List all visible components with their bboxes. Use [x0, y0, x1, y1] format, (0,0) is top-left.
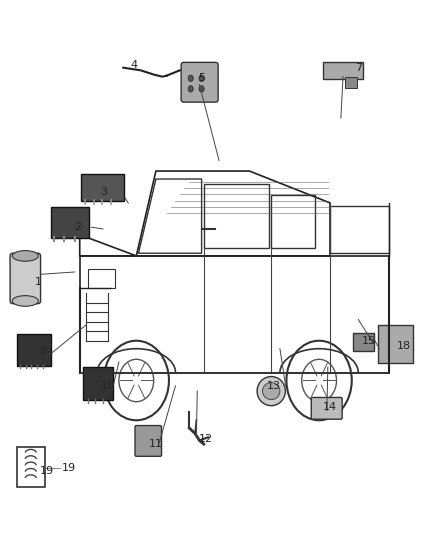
FancyBboxPatch shape: [10, 253, 41, 304]
Circle shape: [199, 75, 204, 82]
Ellipse shape: [12, 296, 39, 306]
FancyBboxPatch shape: [345, 77, 357, 88]
Text: 8: 8: [39, 346, 46, 357]
Text: 19: 19: [62, 463, 76, 473]
Ellipse shape: [262, 383, 280, 400]
Ellipse shape: [257, 376, 286, 406]
FancyBboxPatch shape: [353, 333, 374, 351]
Bar: [88, 269, 115, 288]
Circle shape: [188, 75, 193, 82]
Ellipse shape: [12, 251, 39, 261]
FancyBboxPatch shape: [378, 325, 413, 363]
Text: 18: 18: [397, 341, 411, 351]
FancyBboxPatch shape: [81, 174, 124, 201]
Text: 11: 11: [149, 439, 163, 449]
Bar: [204, 184, 269, 248]
Text: 5: 5: [198, 73, 205, 83]
Text: 10: 10: [101, 381, 115, 391]
FancyBboxPatch shape: [83, 367, 113, 400]
Text: 1: 1: [35, 277, 42, 287]
Bar: [271, 195, 315, 248]
Circle shape: [188, 86, 193, 92]
Circle shape: [199, 86, 204, 92]
Text: 2: 2: [74, 222, 81, 232]
FancyBboxPatch shape: [50, 207, 89, 238]
Text: 7: 7: [355, 63, 362, 72]
FancyBboxPatch shape: [135, 425, 162, 456]
Text: 15: 15: [362, 336, 376, 346]
Text: 4: 4: [131, 60, 138, 70]
Bar: [17, 447, 45, 487]
Text: 14: 14: [323, 402, 337, 412]
FancyBboxPatch shape: [322, 62, 364, 79]
FancyBboxPatch shape: [181, 62, 218, 102]
FancyBboxPatch shape: [17, 334, 51, 366]
Text: 3: 3: [100, 187, 107, 197]
Text: 13: 13: [266, 381, 280, 391]
FancyBboxPatch shape: [311, 398, 342, 419]
Text: 12: 12: [199, 434, 213, 444]
Text: 19: 19: [40, 466, 54, 475]
